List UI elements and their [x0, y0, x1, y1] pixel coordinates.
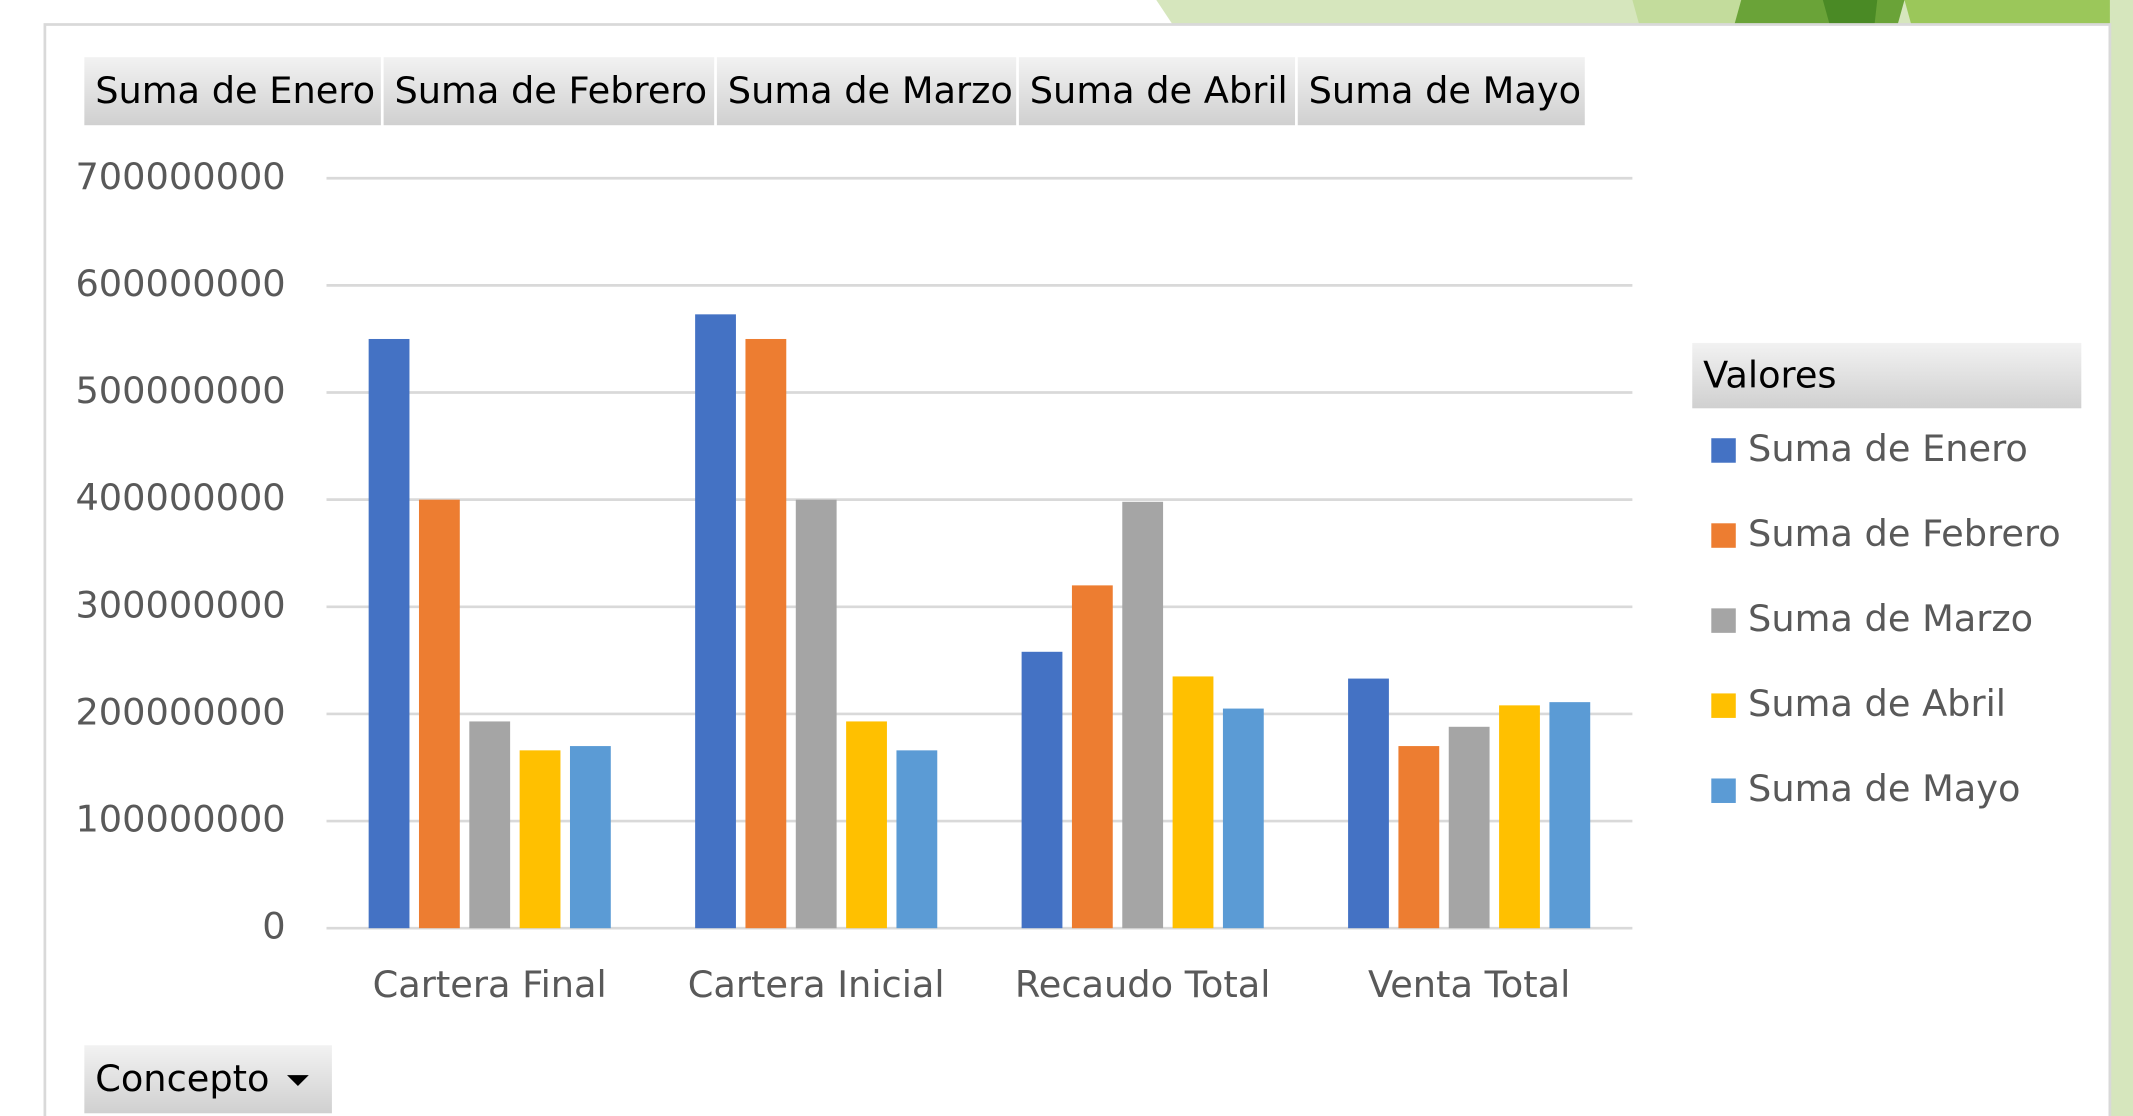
row-field-button[interactable]: Concepto — [84, 1045, 332, 1113]
bar — [1122, 502, 1163, 928]
bar — [1072, 585, 1113, 928]
bar — [745, 339, 786, 928]
bar — [1398, 746, 1439, 928]
legend-label: Suma de Mayo — [1748, 767, 2020, 810]
value-field-label: Suma de Febrero — [394, 69, 707, 112]
legend-item[interactable]: Suma de Mayo — [1711, 767, 2020, 810]
legend-swatch — [1711, 608, 1735, 632]
legend-swatch — [1711, 693, 1735, 717]
bar — [1449, 727, 1490, 928]
value-field-button[interactable]: Suma de Abril — [1019, 57, 1295, 125]
legend-swatch — [1711, 438, 1735, 462]
legend-item[interactable]: Suma de Enero — [1711, 427, 2028, 470]
bar — [469, 721, 510, 928]
bar — [695, 314, 736, 928]
legend-title: Valores — [1703, 353, 1836, 396]
y-tick-label: 200000000 — [75, 690, 285, 733]
x-tick-label: Cartera Final — [373, 963, 607, 1006]
y-tick-label: 0 — [262, 905, 285, 948]
row-field-label: Concepto — [95, 1057, 269, 1100]
value-field-button[interactable]: Suma de Febrero — [384, 57, 715, 125]
legend-swatch — [1711, 778, 1735, 802]
bar — [419, 500, 460, 929]
x-tick-label: Cartera Inicial — [688, 963, 945, 1006]
value-field-button[interactable]: Suma de Enero — [84, 57, 381, 125]
x-tick-label: Recaudo Total — [1015, 963, 1271, 1006]
value-field-button[interactable]: Suma de Mayo — [1298, 57, 1585, 125]
bar — [570, 746, 611, 928]
legend-item[interactable]: Suma de Abril — [1711, 682, 2006, 725]
y-tick-label: 100000000 — [75, 798, 285, 841]
screen: Suma de Enero Suma de Febrero Suma de Marz… — [0, 0, 2133, 1116]
y-tick-label: 700000000 — [75, 155, 285, 198]
y-tick-label: 400000000 — [75, 476, 285, 519]
legend-item[interactable]: Suma de Marzo — [1711, 597, 2033, 640]
bar — [520, 750, 561, 928]
bar — [1499, 705, 1540, 928]
bar — [1549, 702, 1590, 928]
bar — [369, 339, 410, 928]
bar — [846, 721, 887, 928]
bar — [1223, 709, 1264, 929]
bar — [896, 750, 937, 928]
legend-item[interactable]: Suma de Febrero — [1711, 512, 2060, 555]
value-field-label: Suma de Mayo — [1309, 69, 1581, 112]
y-tick-label: 600000000 — [75, 262, 285, 305]
chart-frame — [45, 24, 2110, 1116]
bar — [796, 500, 837, 929]
bar — [1348, 679, 1389, 929]
legend-label: Suma de Enero — [1748, 427, 2028, 470]
value-field-label: Suma de Marzo — [728, 69, 1013, 112]
bar — [1173, 676, 1214, 928]
value-field-button[interactable]: Suma de Marzo — [717, 57, 1016, 125]
y-tick-label: 500000000 — [75, 369, 285, 412]
legend-label: Suma de Marzo — [1748, 597, 2033, 640]
legend-label: Suma de Febrero — [1748, 512, 2061, 555]
legend-swatch — [1711, 523, 1735, 547]
bar — [1022, 652, 1063, 928]
value-field-label: Suma de Abril — [1030, 69, 1288, 112]
value-field-label: Suma de Enero — [95, 69, 375, 112]
legend-label: Suma de Abril — [1748, 682, 2006, 725]
x-tick-label: Venta Total — [1368, 963, 1570, 1006]
page: {"chart_data": {"type": "bar", "categori… — [0, 0, 2133, 1116]
y-tick-label: 300000000 — [75, 583, 285, 626]
